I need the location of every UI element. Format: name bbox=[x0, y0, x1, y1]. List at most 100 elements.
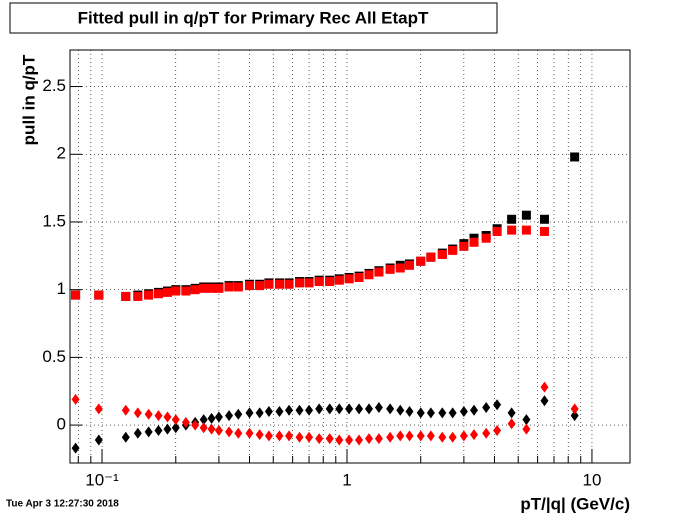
diamond-marker bbox=[438, 407, 447, 419]
diamond-marker bbox=[470, 404, 479, 416]
x-axis-label: pT/|q| (GeV/c) bbox=[520, 494, 630, 513]
square-marker bbox=[162, 287, 172, 297]
diamond-marker bbox=[540, 381, 549, 393]
diamond-marker bbox=[386, 403, 395, 415]
diamond-marker bbox=[234, 427, 243, 439]
diamond-marker bbox=[295, 431, 304, 443]
square-marker bbox=[416, 256, 426, 266]
diamond-marker bbox=[94, 403, 103, 415]
diamond-marker bbox=[438, 431, 447, 443]
diamond-marker bbox=[214, 411, 223, 423]
diamond-marker bbox=[570, 403, 579, 415]
diamond-marker bbox=[405, 406, 414, 418]
diamond-marker bbox=[459, 406, 468, 418]
y-axis-label: pull in q/pT bbox=[19, 54, 38, 145]
square-marker bbox=[354, 272, 364, 282]
diamond-marker bbox=[325, 403, 334, 415]
diamond-marker bbox=[275, 406, 284, 418]
diamond-marker bbox=[355, 434, 364, 446]
diamond-marker bbox=[121, 431, 130, 443]
diamond-marker bbox=[570, 410, 579, 422]
diamond-marker bbox=[245, 427, 254, 439]
diamond-marker bbox=[133, 427, 142, 439]
diamond-marker bbox=[144, 426, 153, 438]
square-marker bbox=[344, 274, 354, 284]
square-marker bbox=[374, 267, 384, 277]
diamond-marker bbox=[285, 404, 294, 416]
y-tick-label: 2.5 bbox=[42, 76, 66, 95]
square-marker bbox=[255, 281, 265, 291]
diamond-marker bbox=[199, 414, 208, 426]
square-marker bbox=[325, 277, 335, 287]
square-marker bbox=[570, 152, 580, 162]
diamond-marker bbox=[199, 422, 208, 434]
square-marker bbox=[426, 252, 436, 262]
diamond-marker bbox=[181, 416, 190, 428]
square-marker bbox=[448, 245, 458, 255]
square-marker bbox=[385, 264, 395, 274]
square-marker bbox=[481, 233, 491, 243]
diamond-marker bbox=[154, 425, 163, 437]
diamond-marker bbox=[245, 407, 254, 419]
square-marker bbox=[492, 226, 502, 236]
diamond-marker bbox=[275, 430, 284, 442]
diamond-marker bbox=[448, 431, 457, 443]
diamond-marker bbox=[214, 425, 223, 437]
square-marker bbox=[233, 282, 243, 292]
diamond-marker bbox=[154, 410, 163, 422]
square-marker bbox=[199, 283, 209, 293]
square-marker bbox=[395, 263, 405, 273]
diamond-marker bbox=[207, 423, 216, 435]
square-marker bbox=[437, 249, 447, 259]
square-marker bbox=[71, 290, 81, 300]
diamond-marker bbox=[396, 430, 405, 442]
diamond-marker bbox=[171, 414, 180, 426]
diamond-marker bbox=[264, 406, 273, 418]
diamond-marker bbox=[234, 408, 243, 420]
diamond-marker bbox=[264, 430, 273, 442]
diamond-marker bbox=[225, 410, 234, 422]
diamond-marker bbox=[482, 401, 491, 413]
diamond-marker bbox=[133, 407, 142, 419]
diamond-marker bbox=[335, 403, 344, 415]
diamond-marker bbox=[396, 404, 405, 416]
diamond-marker bbox=[355, 403, 364, 415]
diamond-marker bbox=[325, 433, 334, 445]
diamond-marker bbox=[386, 431, 395, 443]
diamond-marker bbox=[163, 423, 172, 435]
diamond-marker bbox=[191, 419, 200, 431]
diamond-marker bbox=[71, 393, 80, 405]
diamond-marker bbox=[365, 403, 374, 415]
diamond-marker bbox=[365, 433, 374, 445]
diamond-marker bbox=[507, 407, 516, 419]
square-marker bbox=[153, 289, 163, 299]
diamond-marker bbox=[255, 407, 264, 419]
x-tick-label: 10 bbox=[582, 470, 601, 489]
square-marker bbox=[334, 275, 344, 285]
diamond-marker bbox=[171, 422, 180, 434]
square-marker bbox=[245, 281, 255, 291]
square-marker bbox=[171, 286, 181, 296]
y-tick-label: 2 bbox=[57, 144, 66, 163]
diamond-marker bbox=[315, 403, 324, 415]
diamond-marker bbox=[426, 407, 435, 419]
diamond-marker bbox=[493, 425, 502, 437]
square-marker bbox=[459, 241, 469, 251]
square-marker bbox=[214, 283, 224, 293]
diamond-marker bbox=[305, 431, 314, 443]
diamond-marker bbox=[255, 429, 264, 441]
x-tick-label: 1 bbox=[342, 470, 351, 489]
diamond-marker bbox=[416, 407, 425, 419]
diamond-marker bbox=[405, 430, 414, 442]
square-marker bbox=[521, 225, 531, 235]
diamond-marker bbox=[207, 412, 216, 424]
diamond-marker bbox=[71, 442, 80, 454]
y-tick-label: 1.5 bbox=[42, 211, 66, 230]
square-marker bbox=[274, 279, 284, 289]
square-marker bbox=[121, 291, 131, 301]
square-marker bbox=[364, 270, 374, 280]
diamond-marker bbox=[540, 395, 549, 407]
square-marker bbox=[539, 226, 549, 236]
square-marker bbox=[190, 285, 200, 295]
